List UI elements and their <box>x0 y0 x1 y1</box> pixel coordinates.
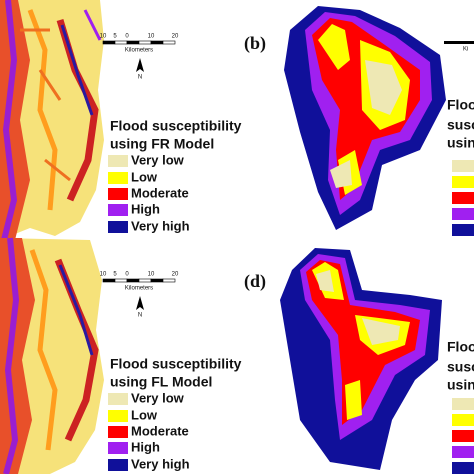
legend-swatch <box>452 398 474 410</box>
legend-item: Very high <box>131 456 190 471</box>
legend-item: High <box>131 439 160 454</box>
legend-item: Very low <box>131 152 185 167</box>
legend-swatch <box>108 393 128 405</box>
legend-item: Moderate <box>131 423 189 438</box>
scale-tick-label: 5 <box>113 34 117 40</box>
scale-segment <box>162 278 176 283</box>
legend-swatch <box>108 188 128 200</box>
north-label: N <box>138 313 142 319</box>
legend-fragment: usin <box>447 135 474 151</box>
scale-segment <box>102 40 116 45</box>
legend-swatch <box>108 426 128 438</box>
legend-swatch <box>452 160 474 172</box>
legend-item: Very high <box>131 218 190 233</box>
map-d <box>280 248 442 470</box>
legend-subtitle: using FL Model <box>110 374 212 390</box>
legend-item: Low <box>131 169 158 184</box>
legend-fragment: susc <box>447 359 474 375</box>
north-label: N <box>138 75 142 81</box>
map-b <box>284 6 446 230</box>
scale-segment <box>114 278 128 283</box>
scale-unit: Ki <box>463 47 468 53</box>
panel-label: (b) <box>244 33 266 54</box>
scale-segment <box>126 40 140 45</box>
scale-tick-label: 20 <box>172 34 179 40</box>
legend-item: Very low <box>131 390 185 405</box>
scale-tick-label: 10 <box>100 272 107 278</box>
scale-tick-label: 0 <box>125 272 129 278</box>
scale-tick-label: 5 <box>113 272 117 278</box>
scale-segment <box>444 41 474 44</box>
panel-label: (d) <box>244 271 266 292</box>
scale-tick-label: 10 <box>148 272 155 278</box>
scale-tick-label: 20 <box>172 272 179 278</box>
map-fr <box>0 0 104 241</box>
legend-swatch <box>108 172 128 184</box>
scale-segment <box>150 278 164 283</box>
scale-tick-label: 10 <box>148 34 155 40</box>
legend-title: Flood susceptibility <box>110 356 242 372</box>
legend-swatch <box>452 176 474 188</box>
legend-swatch <box>108 204 128 216</box>
scale-tick-label: 10 <box>100 34 107 40</box>
scale-segment <box>102 278 116 283</box>
legend-swatch <box>452 192 474 204</box>
legend-swatch <box>452 430 474 442</box>
legend-fragment: usin <box>447 377 474 393</box>
scale-segment <box>138 278 152 283</box>
north-arrow <box>136 58 144 72</box>
legend-swatch <box>452 446 474 458</box>
legend-swatch <box>108 155 128 167</box>
legend-swatch <box>452 208 474 220</box>
legend-swatch <box>108 410 128 422</box>
legend-fragment: Floo <box>447 339 474 355</box>
scale-segment <box>114 40 128 45</box>
scale-tick-label: 0 <box>125 34 129 40</box>
legend-swatch <box>452 224 474 236</box>
scale-segment <box>150 40 164 45</box>
legend-swatch <box>108 442 128 454</box>
legend-item: High <box>131 201 160 216</box>
legend-swatch <box>108 459 128 471</box>
scale-unit: Kilometers <box>125 286 153 292</box>
scale-segment <box>162 40 176 45</box>
scale-segment <box>126 278 140 283</box>
legend-subtitle: using FR Model <box>110 136 214 152</box>
legend-fragment: susc <box>447 117 474 133</box>
legend-title: Flood susceptibility <box>110 118 242 134</box>
legend-swatch <box>108 221 128 233</box>
legend-fragment: Floo <box>447 97 474 113</box>
map-fl <box>0 237 104 474</box>
legend-item: Low <box>131 407 158 422</box>
legend-item: Moderate <box>131 185 189 200</box>
legend-swatch <box>452 462 474 474</box>
legend-swatch <box>452 414 474 426</box>
scale-segment <box>138 40 152 45</box>
scale-unit: Kilometers <box>125 48 153 54</box>
north-arrow <box>136 296 144 310</box>
